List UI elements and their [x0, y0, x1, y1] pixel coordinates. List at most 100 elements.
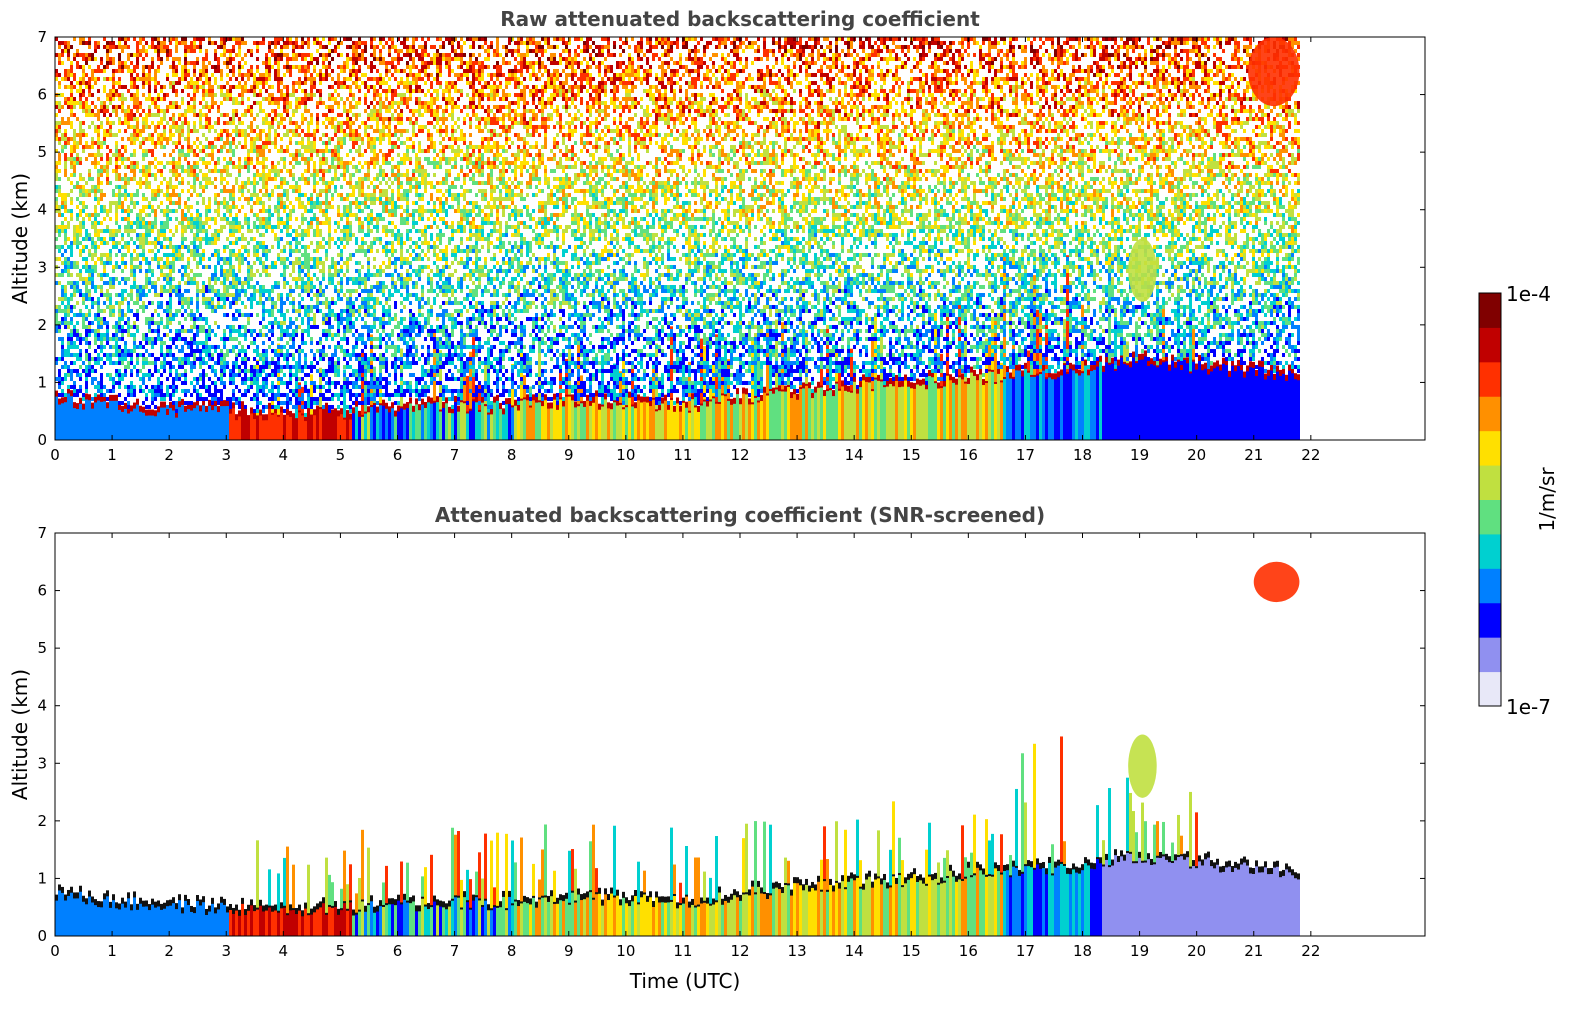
y-tick-label: 3 — [37, 258, 47, 276]
upper-cloud — [1253, 561, 1300, 603]
colorbar-segment — [1479, 551, 1501, 558]
x-tick-label: 7 — [450, 942, 460, 960]
y-axis-label: Altitude (km) — [8, 669, 32, 800]
x-tick-label: 20 — [1187, 446, 1206, 464]
colorbar-segment — [1479, 293, 1501, 300]
colorbar-segment — [1479, 344, 1501, 351]
y-tick-label: 2 — [37, 316, 47, 334]
colorbar-segment — [1479, 488, 1501, 495]
x-tick-label: 16 — [959, 446, 978, 464]
x-tick-label: 4 — [279, 942, 289, 960]
x-tick-label: 22 — [1301, 446, 1320, 464]
colorbar-segment — [1479, 482, 1501, 489]
colorbar-segment — [1479, 671, 1501, 678]
colorbar-segment — [1479, 637, 1501, 644]
colorbar-segment — [1479, 683, 1501, 690]
colorbar-segment — [1479, 424, 1501, 432]
x-tick-label: 16 — [959, 942, 978, 960]
x-tick-label: 7 — [450, 446, 460, 464]
x-tick-label: 9 — [564, 446, 574, 464]
colorbar-segment — [1479, 602, 1501, 609]
colorbar-segment — [1479, 574, 1501, 581]
x-tick-label: 2 — [164, 942, 174, 960]
colorbar-segment — [1479, 631, 1501, 638]
colorbar-segment — [1479, 694, 1501, 701]
x-tick-label: 12 — [730, 446, 749, 464]
x-tick-label: 4 — [279, 446, 289, 464]
x-tick-label: 8 — [507, 446, 517, 464]
x-tick-label: 22 — [1301, 942, 1320, 960]
x-tick-label: 20 — [1187, 942, 1206, 960]
y-tick-label: 5 — [37, 639, 47, 657]
colorbar-segment — [1479, 447, 1501, 455]
colorbar-segment — [1479, 436, 1501, 443]
x-tick-label: 18 — [1073, 942, 1092, 960]
colorbar-segment — [1479, 505, 1501, 512]
x-tick-label: 5 — [336, 446, 346, 464]
colorbar-segment — [1479, 379, 1501, 386]
colorbar-segment — [1479, 677, 1501, 684]
colorbar-min-label: 1e-7 — [1506, 695, 1551, 719]
x-tick-label: 18 — [1073, 446, 1092, 464]
mid-cloud — [1128, 734, 1157, 798]
x-tick-label: 6 — [393, 942, 403, 960]
colorbar-segment — [1479, 528, 1501, 535]
x-tick-label: 12 — [730, 942, 749, 960]
colorbar-segment — [1479, 619, 1501, 627]
x-tick-label: 10 — [616, 446, 635, 464]
colorbar-segment — [1479, 608, 1501, 615]
x-tick-label: 0 — [50, 942, 60, 960]
colorbar-segment — [1479, 539, 1501, 546]
heatmap — [55, 561, 1300, 936]
mid-cloud — [1128, 238, 1157, 302]
colorbar-segment — [1479, 315, 1501, 323]
x-tick-label: 21 — [1244, 942, 1263, 960]
colorbar-segment — [1479, 350, 1501, 357]
x-tick-label: 8 — [507, 942, 517, 960]
colorbar-segment — [1479, 654, 1501, 661]
colorbar-segment — [1479, 453, 1501, 460]
colorbar-segment — [1479, 310, 1501, 317]
colorbar-segment — [1479, 499, 1501, 506]
colorbar-segment — [1479, 413, 1501, 420]
x-tick-label: 15 — [902, 446, 921, 464]
colorbar-segment — [1479, 516, 1501, 523]
chart-title: Raw attenuated backscattering coefficien… — [500, 7, 980, 31]
y-tick-label: 6 — [37, 86, 47, 104]
colorbar-segment — [1479, 493, 1501, 500]
x-tick-label: 11 — [673, 446, 692, 464]
y-tick-label: 1 — [37, 373, 47, 391]
colorbar-segment — [1479, 430, 1501, 437]
x-axis-label: Time (UTC) — [629, 969, 741, 993]
x-tick-label: 17 — [1016, 942, 1035, 960]
y-tick-label: 6 — [37, 582, 47, 600]
colorbar-segment — [1479, 419, 1501, 426]
colorbar-segment — [1479, 660, 1501, 667]
colorbar-segment — [1479, 556, 1501, 564]
colorbar-frame — [1478, 292, 1502, 707]
x-tick-label: 13 — [788, 942, 807, 960]
colorbar-segment — [1479, 648, 1501, 655]
colorbar-max-label: 1e-4 — [1506, 282, 1551, 306]
heatmap — [55, 37, 1300, 440]
x-tick-label: 11 — [673, 942, 692, 960]
x-tick-label: 3 — [221, 942, 231, 960]
x-tick-label: 0 — [50, 446, 60, 464]
x-tick-label: 15 — [902, 942, 921, 960]
colorbar-segment — [1479, 373, 1501, 380]
panel-raw: Raw attenuated backscattering coefficien… — [8, 7, 1426, 464]
colorbar-segment — [1479, 396, 1501, 403]
colorbar-segment — [1479, 390, 1501, 397]
y-tick-label: 1 — [37, 869, 47, 887]
colorbar-unit-label: 1/m/sr — [1535, 467, 1559, 532]
colorbar-segment — [1479, 625, 1501, 632]
colorbar-segment — [1479, 579, 1501, 587]
x-tick-label: 19 — [1130, 446, 1149, 464]
y-tick-label: 7 — [37, 28, 47, 46]
colorbar-segment — [1479, 367, 1501, 374]
x-tick-label: 1 — [107, 446, 117, 464]
colorbar-segment — [1479, 407, 1501, 414]
y-tick-label: 0 — [37, 431, 47, 449]
x-tick-label: 21 — [1244, 446, 1263, 464]
